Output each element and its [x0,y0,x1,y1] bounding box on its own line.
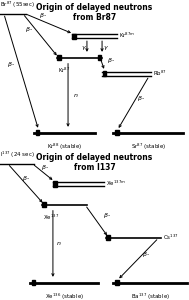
Text: β-: β- [143,252,149,257]
Bar [103,71,106,76]
Text: Xe$^{137m}$: Xe$^{137m}$ [106,178,125,188]
Bar [115,280,119,285]
Text: β-: β- [26,27,33,32]
Text: Kr$^{87}$: Kr$^{87}$ [58,66,70,75]
Bar [115,130,119,135]
Text: from Br87: from Br87 [73,14,116,22]
Text: Ba$^{137}$ (stable): Ba$^{137}$ (stable) [131,292,170,300]
Text: Xe$^{137}$: Xe$^{137}$ [43,213,59,222]
Bar [32,280,35,285]
Text: Sr$^{87}$ (stable): Sr$^{87}$ (stable) [131,142,166,152]
Text: β-: β- [138,96,144,101]
Text: β-: β- [108,58,114,63]
Text: n: n [57,241,61,246]
Text: n: n [74,93,78,98]
Text: Rb$^{87}$: Rb$^{87}$ [153,69,167,78]
Text: β-: β- [42,165,48,170]
Text: β-: β- [104,213,110,218]
Text: I$^{137}$ (24 sec): I$^{137}$ (24 sec) [0,149,35,160]
Bar [53,181,57,187]
Bar [57,55,61,60]
Text: Br$^{87}$ (55sec): Br$^{87}$ (55sec) [0,0,35,10]
Bar [106,235,110,240]
Text: from I137: from I137 [74,164,115,172]
Bar [36,130,39,135]
Bar [72,34,76,39]
Bar [98,55,101,60]
Text: Kr$^{88}$ (stable): Kr$^{88}$ (stable) [47,142,82,152]
Text: β-: β- [23,176,29,181]
Text: β-: β- [40,13,46,18]
Text: γ: γ [104,46,108,50]
Text: Origin of delayed neutrons: Origin of delayed neutrons [36,153,153,162]
Bar [42,202,46,207]
Text: Kr$^{87m}$: Kr$^{87m}$ [119,31,135,40]
Text: β-: β- [8,61,14,67]
Text: Origin of delayed neutrons: Origin of delayed neutrons [36,3,153,12]
Text: Xe$^{136}$ (stable): Xe$^{136}$ (stable) [45,292,84,300]
Text: Cs$^{137}$: Cs$^{137}$ [163,233,178,242]
Text: γ: γ [81,46,85,50]
